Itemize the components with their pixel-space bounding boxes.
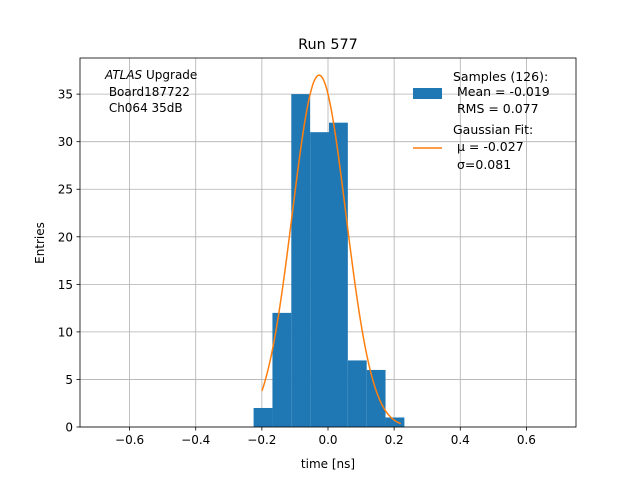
axis-ticks: −0.6 −0.4 −0.2 0.0 0.2 0.4 0.6 0 5 10 15 20 25 30 35 bbox=[58, 88, 536, 447]
x-tick-label: 0.2 bbox=[385, 433, 404, 447]
histogram-bar bbox=[366, 369, 386, 427]
x-tick-label: −0.6 bbox=[115, 433, 144, 447]
histogram-bar bbox=[272, 312, 292, 427]
y-tick-label: 0 bbox=[65, 421, 73, 435]
y-tick-label: 5 bbox=[65, 373, 73, 387]
annotation-box: ATLAS Upgrade Board187722 Ch064 35dB bbox=[104, 68, 197, 115]
x-tick-label: −0.4 bbox=[181, 433, 210, 447]
legend-samples-mean: Mean = -0.019 bbox=[453, 84, 550, 99]
annotation-experiment-line: ATLAS Upgrade bbox=[104, 68, 197, 82]
y-tick-label: 10 bbox=[58, 325, 73, 339]
annotation-board: Board187722 bbox=[105, 85, 190, 99]
y-tick-label: 30 bbox=[58, 135, 73, 149]
y-tick-label: 35 bbox=[58, 88, 73, 102]
y-axis-label: Entries bbox=[33, 222, 47, 264]
y-tick-label: 20 bbox=[58, 230, 73, 244]
annotation-channel: Ch064 35dB bbox=[105, 101, 183, 115]
legend-fit-sigma: σ=0.081 bbox=[453, 157, 511, 172]
annotation-experiment-suffix: Upgrade bbox=[142, 68, 197, 82]
chart-title: Run 577 bbox=[298, 37, 358, 53]
x-axis-label: time [ns] bbox=[301, 457, 355, 471]
histogram-bar bbox=[310, 132, 329, 427]
gaussian-fit-curve bbox=[261, 74, 402, 425]
x-tick-label: 0.6 bbox=[517, 433, 536, 447]
histogram-bar bbox=[291, 94, 311, 428]
legend-samples-title: Samples (126): bbox=[453, 69, 548, 84]
annotation-experiment: ATLAS bbox=[104, 68, 143, 82]
legend-samples-swatch bbox=[413, 88, 442, 99]
legend-fit-mu: μ = -0.027 bbox=[453, 139, 524, 154]
histogram-bar bbox=[385, 417, 405, 427]
y-tick-label: 25 bbox=[58, 183, 73, 197]
x-tick-label: 0.0 bbox=[318, 433, 337, 447]
histogram-bar bbox=[328, 122, 348, 427]
y-tick-label: 15 bbox=[58, 278, 73, 292]
x-tick-label: 0.4 bbox=[451, 433, 470, 447]
histogram-bar bbox=[347, 360, 367, 427]
histogram-bars bbox=[253, 94, 405, 428]
legend-fit-title: Gaussian Fit: bbox=[453, 122, 533, 137]
legend: Samples (126): Mean = -0.019 RMS = 0.077… bbox=[413, 69, 550, 172]
x-tick-label: −0.2 bbox=[247, 433, 276, 447]
legend-samples-rms: RMS = 0.077 bbox=[453, 101, 539, 116]
histogram-bar bbox=[253, 407, 273, 427]
